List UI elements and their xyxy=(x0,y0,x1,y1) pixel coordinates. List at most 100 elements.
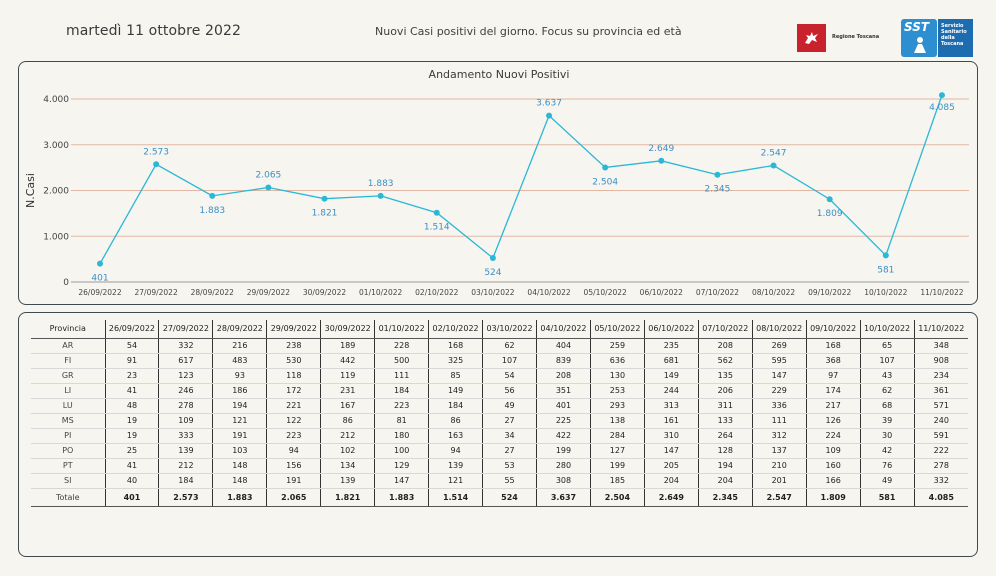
value-cell: 126 xyxy=(805,413,861,429)
x-tick-label: 02/10/2022 xyxy=(415,288,458,297)
value-cell: 839 xyxy=(536,353,591,369)
value-cell: 123 xyxy=(158,368,213,384)
column-header-date: 11/10/2022 xyxy=(913,320,968,339)
column-header-date: 07/10/2022 xyxy=(697,320,753,339)
total-value-cell: 2.065 xyxy=(266,487,321,507)
value-cell: 221 xyxy=(266,398,321,414)
header: martedì 11 ottobre 2022 Nuovi Casi posit… xyxy=(0,0,996,60)
data-point xyxy=(882,252,889,259)
value-cell: 293 xyxy=(589,398,645,414)
sst-line-3: della xyxy=(941,35,955,41)
value-cell: 401 xyxy=(536,398,591,414)
y-tick-label: 4.000 xyxy=(43,95,69,105)
regione-logo-text: Regione Toscana xyxy=(832,34,880,40)
data-point xyxy=(377,192,384,199)
value-cell: 223 xyxy=(374,398,429,414)
data-label: 4.085 xyxy=(929,103,955,113)
table-header-row: Provincia 26/09/2022 27/09/2022 28/09/2022 2… xyxy=(31,320,968,339)
value-cell: 500 xyxy=(374,353,429,369)
y-tick-label: 3.000 xyxy=(43,141,69,151)
value-cell: 148 xyxy=(212,458,267,474)
value-cell: 204 xyxy=(697,473,753,489)
x-tick-label: 11/10/2022 xyxy=(920,288,963,297)
value-cell: 56 xyxy=(482,383,537,399)
value-cell: 238 xyxy=(266,338,321,354)
x-tick-label: 09/10/2022 xyxy=(808,288,851,297)
province-cell: MS xyxy=(31,413,105,429)
value-cell: 54 xyxy=(104,338,159,354)
value-cell: 62 xyxy=(859,383,915,399)
value-cell: 128 xyxy=(697,443,753,459)
x-tick-label: 27/09/2022 xyxy=(135,288,178,297)
total-value-cell: 1.883 xyxy=(212,487,267,507)
value-cell: 312 xyxy=(751,428,807,444)
x-tick-label: 26/09/2022 xyxy=(78,288,121,297)
value-cell: 27 xyxy=(482,443,537,459)
value-cell: 129 xyxy=(374,458,429,474)
data-label: 2.547 xyxy=(761,148,787,158)
total-value-cell: 401 xyxy=(104,487,159,507)
value-cell: 180 xyxy=(374,428,429,444)
data-point xyxy=(321,195,328,202)
value-cell: 30 xyxy=(859,428,915,444)
value-cell: 156 xyxy=(266,458,321,474)
value-cell: 591 xyxy=(913,428,968,444)
value-cell: 86 xyxy=(428,413,483,429)
value-cell: 41 xyxy=(104,383,159,399)
sst-logo-text: Servizio Sanitario della Toscana xyxy=(941,23,967,47)
data-label: 1.809 xyxy=(817,209,843,219)
table-row: PO 25 139 103 94 102 100 94 27 199 127 147 128 137 109… xyxy=(31,443,968,459)
value-cell: 41 xyxy=(104,458,159,474)
x-tick-label: 01/10/2022 xyxy=(359,288,402,297)
value-cell: 166 xyxy=(805,473,861,489)
value-cell: 191 xyxy=(212,428,267,444)
value-cell: 562 xyxy=(697,353,753,369)
column-header-date: 08/10/2022 xyxy=(751,320,807,339)
value-cell: 361 xyxy=(913,383,968,399)
value-cell: 55 xyxy=(482,473,537,489)
value-cell: 167 xyxy=(320,398,375,414)
data-point xyxy=(97,260,103,267)
total-row: Totale 401 2.573 1.883 2.065 1.821 1.883 1.514 5… xyxy=(31,487,968,507)
data-label: 524 xyxy=(484,268,501,278)
pegasus-icon xyxy=(805,32,818,44)
column-header-date: 03/10/2022 xyxy=(482,320,537,339)
total-value-cell: 4.085 xyxy=(913,487,968,507)
value-cell: 201 xyxy=(751,473,807,489)
data-label: 1.883 xyxy=(368,179,394,189)
y-tick-label: 1.000 xyxy=(43,232,69,242)
value-cell: 85 xyxy=(428,368,483,384)
value-cell: 199 xyxy=(536,443,591,459)
value-cell: 617 xyxy=(158,353,213,369)
sst-line-1: Servizio xyxy=(941,23,964,29)
value-cell: 908 xyxy=(913,353,968,369)
value-cell: 68 xyxy=(859,398,915,414)
value-cell: 186 xyxy=(212,383,267,399)
value-cell: 189 xyxy=(320,338,375,354)
value-cell: 351 xyxy=(536,383,591,399)
value-cell: 23 xyxy=(104,368,159,384)
x-tick-label: 30/09/2022 xyxy=(303,288,346,297)
y-axis-label: N.Casi xyxy=(24,173,37,208)
value-cell: 308 xyxy=(536,473,591,489)
value-cell: 224 xyxy=(805,428,861,444)
total-value-cell: 1.883 xyxy=(374,487,429,507)
column-header-date: 10/10/2022 xyxy=(859,320,915,339)
province-cell: SI xyxy=(31,473,105,489)
value-cell: 139 xyxy=(428,458,483,474)
value-cell: 185 xyxy=(589,473,645,489)
value-cell: 118 xyxy=(266,368,321,384)
column-header-date: 28/09/2022 xyxy=(212,320,267,339)
value-cell: 235 xyxy=(643,338,699,354)
value-cell: 210 xyxy=(751,458,807,474)
line-chart: Andamento Nuovi Positivi 0 1.000 2.000 3.000… xyxy=(24,68,969,297)
value-cell: 184 xyxy=(428,398,483,414)
x-tick-label: 03/10/2022 xyxy=(471,288,514,297)
value-cell: 86 xyxy=(320,413,375,429)
table-row: MS 19 109 121 122 86 81 86 27 225 138 161 133 111 126 3… xyxy=(31,413,968,429)
data-label: 2.065 xyxy=(256,171,282,181)
total-value-cell: 1.514 xyxy=(428,487,483,507)
x-tick-label: 04/10/2022 xyxy=(527,288,570,297)
sst-logo-box: SST xyxy=(901,19,937,57)
data-label: 581 xyxy=(877,265,894,275)
